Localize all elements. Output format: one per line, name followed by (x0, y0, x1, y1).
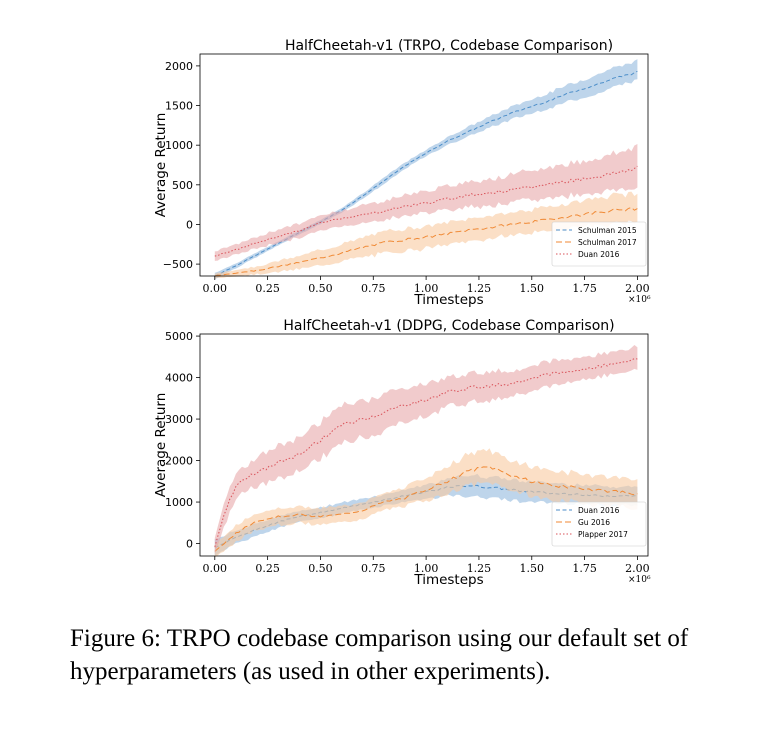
legend-label: Schulman 2015 (578, 226, 637, 235)
x-tick-label: 0.75 (361, 562, 386, 575)
x-tick-label: 1.25 (467, 282, 492, 295)
y-tick-label: −500 (163, 258, 193, 271)
x-multiplier: ×10⁶ (628, 295, 651, 305)
y-tick-label: 500 (172, 179, 193, 192)
series-line-3 (214, 165, 638, 257)
series-line-2 (214, 207, 638, 277)
chart-title: HalfCheetah-v1 (DDPG, Codebase Compariso… (283, 318, 614, 334)
x-tick-label: 1.00 (414, 562, 439, 575)
legend-box (551, 501, 647, 547)
x-tick-label: 1.50 (520, 562, 545, 575)
chart-panel-1: HalfCheetah-v1 (TRPO, Codebase Compariso… (153, 38, 651, 308)
legend-label: Duan 2016 (578, 250, 620, 259)
y-tick-label: 4000 (165, 372, 193, 385)
legend-box (551, 221, 647, 267)
y-tick-label: 5000 (165, 330, 193, 343)
series-band-2 (214, 448, 638, 558)
legend-label: Duan 2016 (578, 506, 620, 515)
y-axis-label: Average Return (153, 113, 169, 218)
chart-title: HalfCheetah-v1 (TRPO, Codebase Compariso… (285, 38, 613, 54)
x-tick-label: 0.00 (203, 562, 228, 575)
y-tick-label: 0 (186, 538, 193, 551)
legend-label: Gu 2016 (578, 518, 610, 527)
y-tick-label: 3000 (165, 413, 193, 426)
x-tick-label: 1.75 (572, 282, 597, 295)
x-tick-label: 0.50 (308, 562, 333, 575)
x-tick-label: 0.00 (203, 282, 228, 295)
x-tick-label: 2.00 (625, 282, 650, 295)
y-axis-label: Average Return (153, 393, 169, 498)
y-tick-label: 1000 (165, 496, 193, 509)
x-axis-label: Timesteps (413, 292, 483, 308)
y-tick-label: 1000 (165, 139, 193, 152)
series-band-3 (214, 144, 638, 261)
x-tick-label: 0.25 (255, 282, 280, 295)
series-band-3 (214, 345, 638, 555)
y-tick-label: 1500 (165, 100, 193, 113)
series-band-2 (214, 191, 638, 279)
x-tick-label: 0.25 (255, 562, 280, 575)
y-tick-label: 2000 (165, 60, 193, 73)
x-tick-label: 1.25 (467, 562, 492, 575)
x-multiplier: ×10⁶ (628, 575, 651, 585)
plot-frame (199, 333, 649, 557)
x-tick-label: 0.50 (308, 282, 333, 295)
series-line-2 (214, 465, 638, 552)
x-tick-label: 1.00 (414, 282, 439, 295)
y-tick-label: 0 (186, 218, 193, 231)
legend-label: Schulman 2017 (578, 238, 637, 247)
chart-panel-2: HalfCheetah-v1 (DDPG, Codebase Compariso… (153, 318, 651, 588)
x-tick-label: 0.75 (361, 282, 386, 295)
x-tick-label: 1.50 (520, 282, 545, 295)
y-tick-label: 2000 (165, 455, 193, 468)
x-axis-label: Timesteps (413, 572, 483, 588)
figure-caption: Figure 6: TRPO codebase comparison using… (70, 625, 689, 685)
x-tick-label: 1.75 (572, 562, 597, 575)
legend-label: Plapper 2017 (578, 530, 628, 539)
figure: HalfCheetah-v1 (TRPO, Codebase Compariso… (153, 38, 651, 588)
plot-frame (199, 53, 649, 277)
x-tick-label: 2.00 (625, 562, 650, 575)
